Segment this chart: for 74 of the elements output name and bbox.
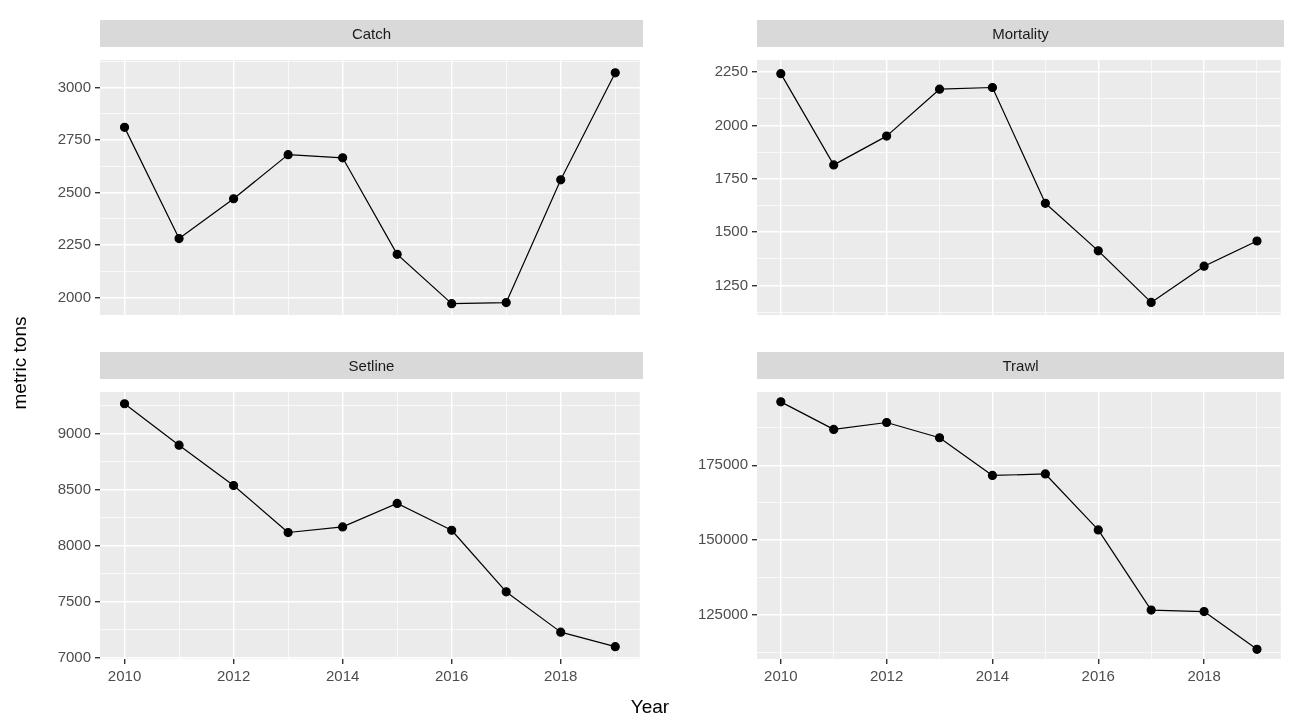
y-tick-label: 1250 [714,275,748,293]
chart-title: Catch [100,20,643,47]
point [1040,198,1050,208]
x-tick-label: 2010 [764,667,798,685]
point [392,249,402,259]
chart-title: Setline [100,352,643,379]
point [1146,297,1156,308]
point [228,480,239,491]
y-tick-label: 2250 [57,235,91,253]
y-tick-label: 9000 [57,424,91,442]
y-tick-label: 175000 [697,455,748,473]
point [174,440,184,450]
y-tick-label: 125000 [697,605,748,623]
point [228,194,239,204]
point [882,417,892,428]
point [1146,605,1156,615]
y-tick-label: 2750 [57,130,91,148]
y-tick-label: 2250 [714,62,748,80]
point [776,397,786,407]
x-tick-label: 2016 [1081,667,1115,685]
y-tick-label: 150000 [697,530,748,548]
x-tick-label: 2014 [975,667,1010,685]
y-tick-label: 3000 [57,77,91,95]
point [1093,246,1103,256]
point [829,160,839,170]
y-tick-label: 8500 [57,480,91,498]
chart-title: Mortality [757,20,1284,47]
x-tick-label: 2012 [869,667,904,685]
point [392,498,402,508]
point [283,527,293,538]
point [882,131,892,141]
y-tick-label: 7500 [57,592,91,610]
point [934,433,945,443]
point [610,642,620,652]
point [1040,469,1050,479]
x-tick-label: 2016 [435,667,469,685]
y-tick-label: 2000 [57,287,91,305]
y-tick-label: 7000 [57,648,91,666]
x-tick-label: 2010 [107,667,142,685]
point [556,627,566,637]
x-tick-label: 2018 [544,667,578,685]
point [1093,525,1103,535]
point [283,150,293,160]
point [556,175,566,185]
point [1199,261,1209,271]
point [501,298,511,308]
point [1252,644,1262,654]
point [1199,606,1209,617]
point [119,122,130,132]
point [610,68,620,78]
y-axis-title: metric tons [9,315,31,412]
point [174,234,184,244]
point [1252,236,1262,246]
point [338,153,348,163]
point [447,299,457,309]
y-tick-label: 2000 [714,115,748,133]
point [447,525,457,535]
x-tick-label: 2014 [325,667,360,685]
x-tick-label: 2012 [216,667,251,685]
chart-title: Trawl [757,352,1284,379]
point [829,424,839,434]
point [987,82,998,93]
point [501,587,511,597]
point [987,470,998,481]
point [119,399,130,409]
point [776,69,786,79]
x-tick-label: 2018 [1187,667,1221,685]
x-axis-title: Year [629,696,671,718]
y-tick-label: 2500 [57,182,91,200]
point [338,522,348,532]
y-tick-label: 1750 [714,168,748,186]
point [934,84,945,94]
y-tick-label: 1500 [714,222,748,240]
y-tick-label: 8000 [57,536,91,554]
